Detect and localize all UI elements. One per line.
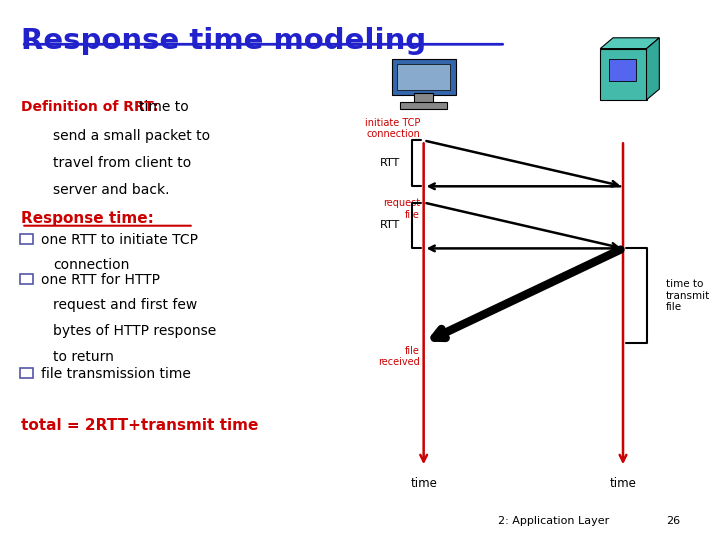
Text: request and first few: request and first few xyxy=(53,298,198,312)
Text: 26: 26 xyxy=(666,516,680,526)
Text: to return: to return xyxy=(53,350,114,364)
Text: file
received: file received xyxy=(378,346,420,367)
Text: initiate TCP
connection: initiate TCP connection xyxy=(365,118,420,139)
Bar xyxy=(400,102,447,109)
Text: time: time xyxy=(610,477,636,490)
Text: Definition of RRT:: Definition of RRT: xyxy=(22,100,159,114)
Text: file transmission time: file transmission time xyxy=(41,367,192,381)
Bar xyxy=(415,93,433,103)
Text: RTT: RTT xyxy=(379,220,400,231)
Bar xyxy=(20,234,32,244)
Bar xyxy=(20,274,32,284)
Bar xyxy=(20,368,32,378)
Text: one RTT to initiate TCP: one RTT to initiate TCP xyxy=(41,233,198,247)
Text: server and back.: server and back. xyxy=(53,183,170,197)
Text: time to
transmit
file: time to transmit file xyxy=(666,279,710,312)
Bar xyxy=(397,64,450,90)
Text: time: time xyxy=(410,477,437,490)
Text: time to: time to xyxy=(139,100,189,114)
Text: travel from client to: travel from client to xyxy=(53,156,192,170)
Text: RTT: RTT xyxy=(379,158,400,168)
Text: 2: Application Layer: 2: Application Layer xyxy=(498,516,610,526)
Bar xyxy=(600,49,647,100)
Text: send a small packet to: send a small packet to xyxy=(53,129,210,143)
Bar xyxy=(392,59,456,94)
Text: connection: connection xyxy=(53,258,130,272)
Text: request
file: request file xyxy=(383,198,420,220)
Text: Response time:: Response time: xyxy=(22,211,154,226)
Text: bytes of HTTP response: bytes of HTTP response xyxy=(53,324,217,338)
Text: Response time modeling: Response time modeling xyxy=(22,27,427,55)
Polygon shape xyxy=(647,38,660,100)
Text: one RTT for HTTP: one RTT for HTTP xyxy=(41,273,161,287)
Bar xyxy=(609,59,636,81)
Text: total = 2RTT+transmit time: total = 2RTT+transmit time xyxy=(22,418,258,434)
Polygon shape xyxy=(600,38,660,49)
